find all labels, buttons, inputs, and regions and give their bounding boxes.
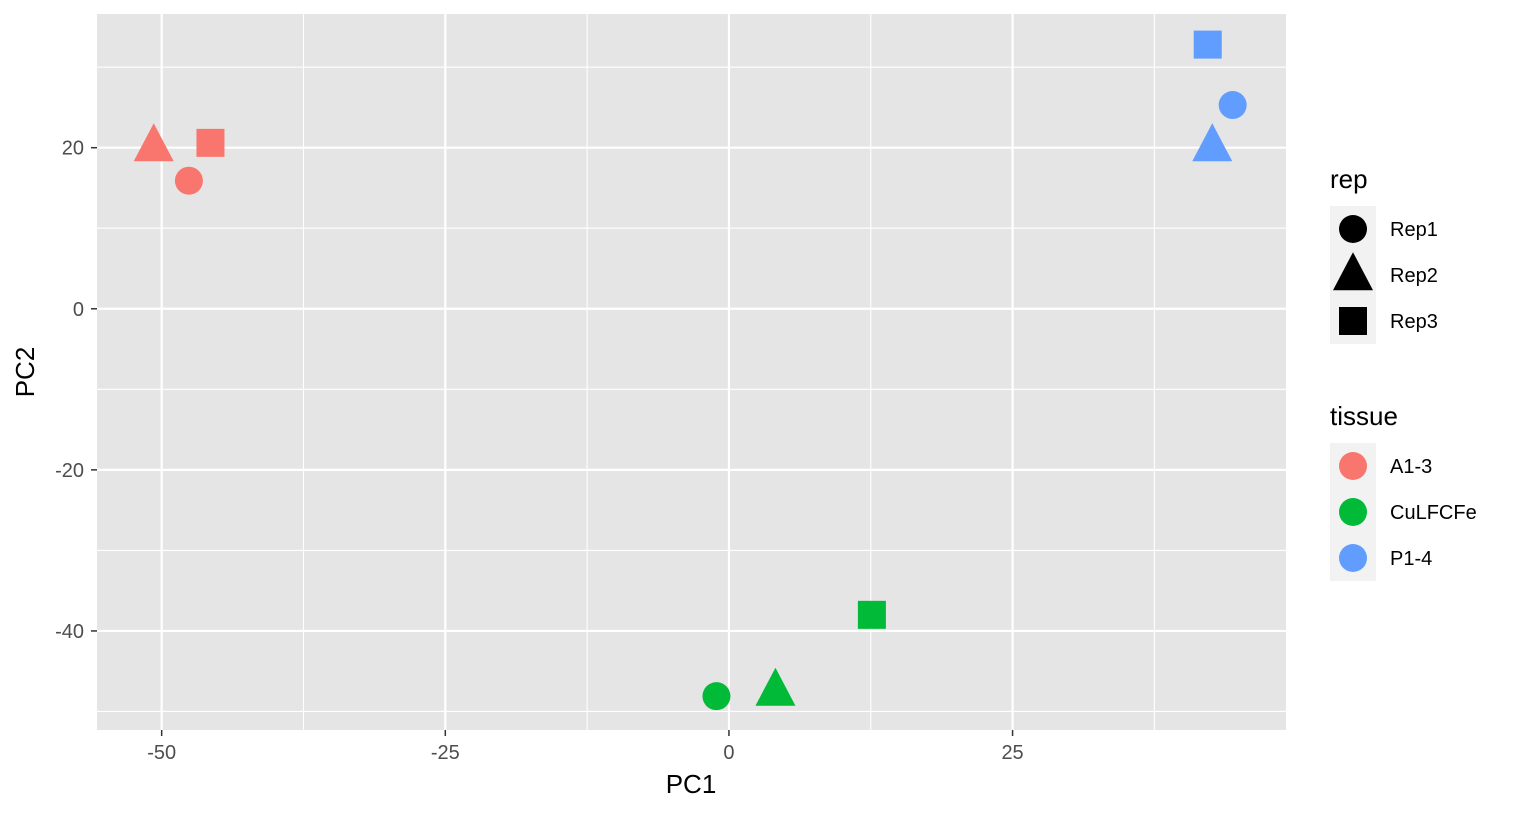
plot-panel-background	[97, 14, 1286, 730]
axis-ticks: -50 -25 0 25 -40 -20 0 20	[55, 138, 1024, 764]
grid-lines	[97, 14, 1286, 730]
x-tick-label: 25	[1001, 742, 1023, 764]
x-tick-label: -50	[147, 742, 176, 764]
legend-label: Rep2	[1390, 265, 1438, 287]
data-point	[1218, 91, 1247, 120]
data-point	[196, 128, 225, 157]
data-points	[133, 30, 1247, 711]
legend-label: Rep1	[1390, 219, 1438, 241]
legend-key	[1339, 307, 1367, 335]
y-tick-label: 0	[73, 299, 84, 321]
y-tick-label: -40	[55, 621, 84, 643]
legend-title: tissue	[1330, 401, 1398, 431]
data-point	[755, 667, 796, 706]
y-tick-label: 20	[62, 138, 84, 160]
x-tick-label: -25	[431, 742, 460, 764]
legend-label: CuLFCFe	[1390, 502, 1477, 524]
data-point	[133, 123, 174, 162]
legend-key	[1339, 544, 1367, 572]
data-point	[1192, 123, 1233, 162]
data-point	[174, 166, 203, 195]
data-point	[1193, 30, 1222, 59]
y-axis-title: PC2	[10, 347, 40, 398]
legend-key	[1339, 215, 1367, 243]
legend-label: A1-3	[1390, 456, 1432, 478]
y-tick-label: -20	[55, 460, 84, 482]
x-axis-title: PC1	[666, 769, 717, 799]
legends: rep Rep1 Rep2 Rep3 tissue A1-3 CuLFCFe P1-4	[1330, 164, 1477, 581]
legend-key	[1339, 452, 1367, 480]
legend-key	[1333, 252, 1373, 291]
legend-key	[1339, 498, 1367, 526]
legend-title: rep	[1330, 164, 1368, 194]
x-tick-label: 0	[723, 742, 734, 764]
data-point	[702, 682, 731, 711]
legend-label: P1-4	[1390, 548, 1432, 570]
data-point	[857, 600, 886, 629]
legend-label: Rep3	[1390, 311, 1438, 333]
